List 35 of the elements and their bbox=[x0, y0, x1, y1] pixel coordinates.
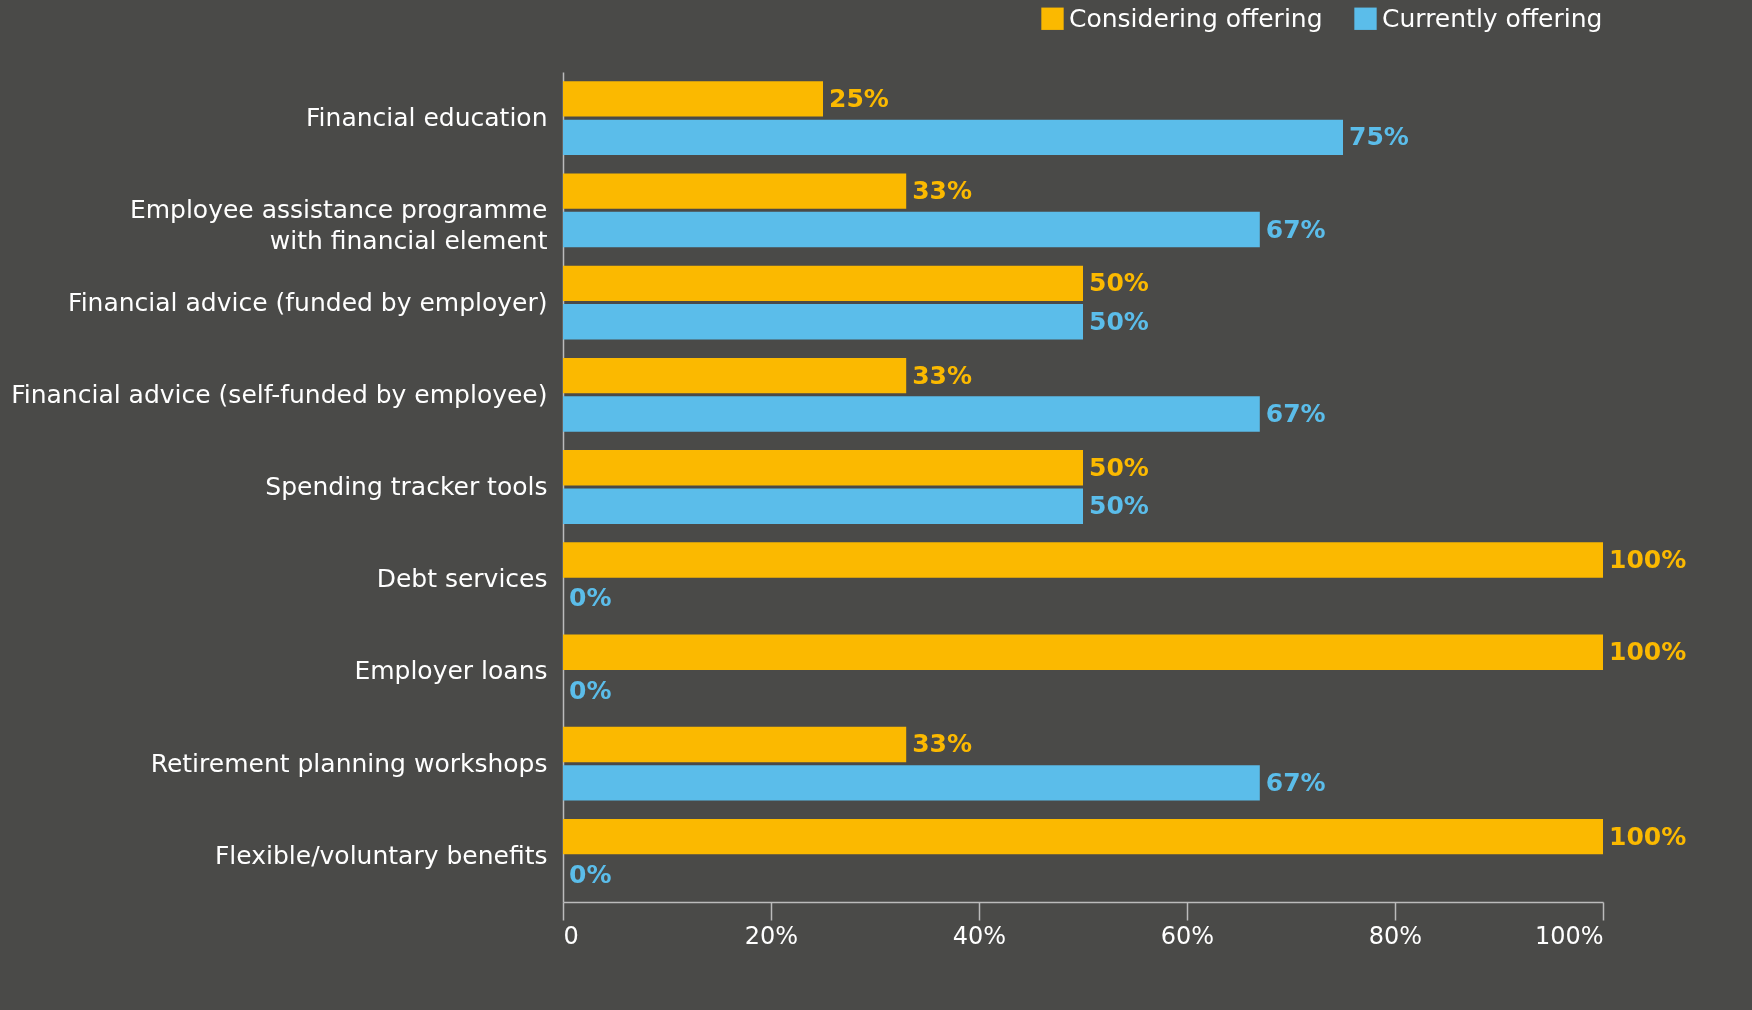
data-label: 50% bbox=[1089, 491, 1149, 521]
y-tick-label: Financial advice (self-funded by employee) bbox=[11, 379, 548, 409]
legend-label: Currently offering bbox=[1382, 3, 1603, 33]
data-label: 100% bbox=[1609, 821, 1687, 851]
data-label: 0% bbox=[569, 860, 612, 890]
y-tick-label: Debt services bbox=[376, 564, 548, 594]
data-label: 67% bbox=[1265, 767, 1326, 797]
legend-label: Considering offering bbox=[1069, 3, 1323, 33]
data-label: 33% bbox=[912, 176, 973, 206]
y-tick-label: Flexible/voluntary benefits bbox=[214, 840, 548, 870]
data-label: 100% bbox=[1609, 637, 1687, 667]
y-tick-label: Retirement planning workshops bbox=[150, 748, 548, 778]
x-tick-label: 80% bbox=[1368, 921, 1423, 950]
x-tick-label: 60% bbox=[1160, 921, 1215, 950]
data-label: 0% bbox=[569, 583, 612, 613]
data-label: 33% bbox=[912, 729, 973, 759]
x-tick-label: 40% bbox=[952, 921, 1007, 950]
data-label: 25% bbox=[829, 83, 889, 113]
x-tick-label: 20% bbox=[744, 921, 799, 950]
data-label: 67% bbox=[1265, 214, 1326, 244]
y-tick-label: Financial advice (funded by employer) bbox=[68, 287, 548, 317]
data-label: 67% bbox=[1265, 398, 1326, 428]
y-tick-label: Employer loans bbox=[354, 656, 548, 686]
y-tick-label: Employee assistance programme with financial element bbox=[129, 195, 548, 256]
x-tick-label: 100% bbox=[1534, 921, 1604, 950]
data-label: 0% bbox=[569, 675, 612, 705]
y-tick-label: Financial education bbox=[306, 103, 548, 133]
data-label: 75% bbox=[1349, 122, 1409, 152]
data-label: 50% bbox=[1089, 306, 1149, 336]
data-label: 50% bbox=[1089, 268, 1149, 298]
data-label: 33% bbox=[912, 360, 973, 390]
data-label: 100% bbox=[1609, 545, 1687, 575]
x-tick-label: 0 bbox=[563, 921, 579, 950]
data-label: 50% bbox=[1089, 452, 1149, 482]
y-tick-label: Spending tracker tools bbox=[265, 472, 548, 501]
